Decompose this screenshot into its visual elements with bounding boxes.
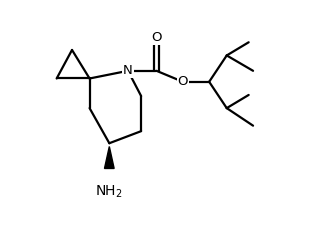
Text: NH$_2$: NH$_2$ <box>95 184 123 200</box>
Text: O: O <box>151 32 162 44</box>
Text: N: N <box>123 64 133 77</box>
Polygon shape <box>105 146 114 169</box>
Text: O: O <box>177 75 188 88</box>
